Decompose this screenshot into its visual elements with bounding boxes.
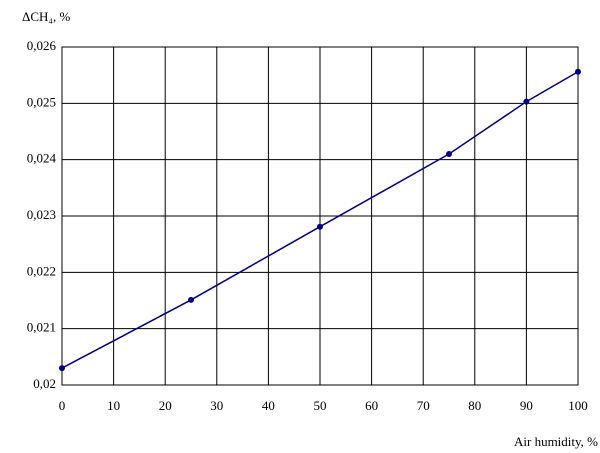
point [575, 68, 581, 75]
x-tick-label: 30 [210, 398, 223, 413]
x-axis-label: Air humidity, % [514, 434, 598, 449]
point [523, 98, 530, 105]
point [317, 223, 323, 230]
point [188, 296, 194, 303]
x-tick-label: 20 [159, 398, 172, 413]
y-tick-label: 0,026 [27, 38, 57, 53]
x-tick-label: 60 [365, 398, 378, 413]
x-tick-label: 0 [59, 398, 66, 413]
y-axis-label: ΔCH₄, % [22, 9, 70, 24]
x-tick-label: 40 [262, 398, 275, 413]
x-tick-label: 50 [314, 398, 327, 413]
point [446, 151, 452, 158]
y-tick-label: 0,02 [33, 376, 56, 391]
y-tick-label: 0,025 [27, 94, 56, 109]
x-tick-label: 90 [520, 398, 533, 413]
y-tick-label: 0,023 [27, 207, 56, 222]
plot-frame [61, 46, 579, 386]
x-tick-label: 70 [417, 398, 430, 413]
x-tick-label: 80 [468, 398, 481, 413]
line [61, 71, 579, 369]
x-tick-label: 10 [107, 398, 120, 413]
y-tick-label: 0,024 [27, 151, 57, 166]
point [59, 365, 65, 372]
y-tick-label: 0,022 [27, 263, 56, 278]
x-tick-label: 100 [568, 398, 588, 413]
y-tick-label: 0,021 [27, 320, 56, 335]
